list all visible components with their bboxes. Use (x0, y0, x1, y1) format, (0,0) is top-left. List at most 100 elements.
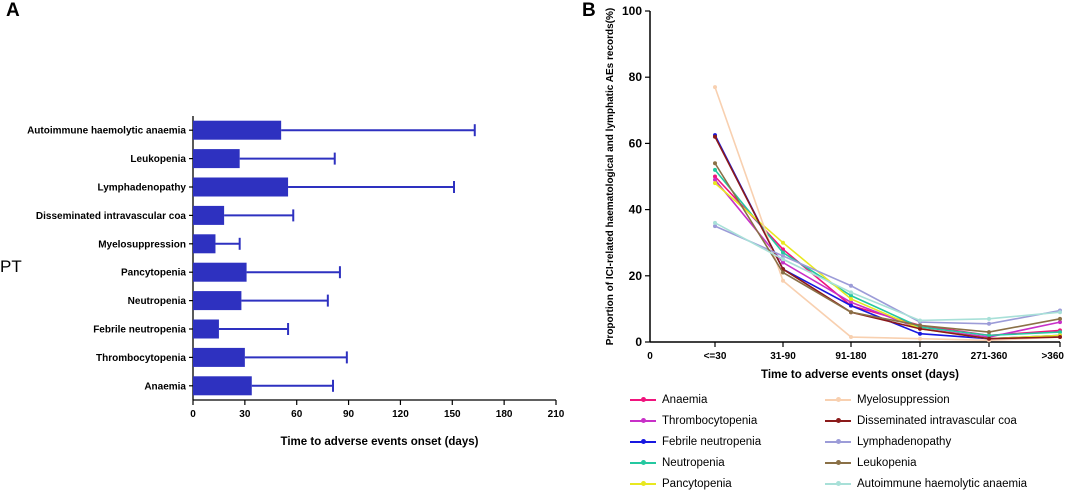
data-point (781, 253, 785, 258)
data-point (849, 300, 853, 305)
bar (193, 120, 282, 140)
legend-swatch (825, 460, 851, 465)
data-point (1058, 330, 1062, 335)
data-point (713, 134, 717, 139)
data-point (849, 283, 853, 288)
legend-label: Anaemia (662, 394, 708, 406)
category-label: Febrile neutropenia (93, 325, 186, 336)
category-label: Myelosuppression (98, 239, 186, 250)
x-tick-label: 210 (548, 409, 565, 420)
legend-label: Pancytopenia (662, 478, 732, 490)
x-tick-label: 271-360 (971, 351, 1008, 362)
legend-marker (641, 397, 646, 402)
y-tick-label: 100 (622, 4, 642, 18)
legend-item: Pancytopenia (630, 476, 732, 492)
legend-item: Myelosuppression (825, 392, 950, 408)
data-point (713, 220, 717, 225)
category-label: Pancytopenia (121, 268, 186, 279)
x-tick-label: <=30 (704, 351, 727, 362)
data-point (781, 278, 785, 283)
legend-swatch (825, 397, 851, 402)
line-chart: 0 20 40 60 80 100 0 <=30 31-90 91-180 181-270 271-3… (605, 4, 1064, 381)
category-label: Lymphadenopathy (97, 183, 186, 194)
data-point (849, 293, 853, 298)
legend-item: Autoimmune haemolytic anaemia (825, 476, 1027, 492)
y-tick-label: 20 (629, 269, 643, 283)
data-point (781, 240, 785, 245)
legend-swatch (825, 481, 851, 486)
bar (193, 319, 219, 339)
x-tick-label: 180 (496, 409, 513, 420)
legend-label: Neutropenia (662, 457, 725, 469)
data-point (849, 290, 853, 295)
data-point (1058, 316, 1062, 321)
legend-swatch (825, 418, 851, 423)
series-line (714, 86, 1061, 342)
panel-a-label: A (6, 0, 20, 21)
data-point (781, 257, 785, 262)
data-point (713, 224, 717, 229)
data-point (713, 177, 717, 182)
legend-marker (836, 397, 841, 402)
data-point (849, 303, 853, 308)
legend-swatch (825, 439, 851, 444)
x-tick-label: >360 (1041, 351, 1064, 362)
legend-marker (836, 460, 841, 465)
series-line (714, 169, 1061, 337)
bar (193, 376, 252, 396)
x-axis-title: Time to adverse events onset (days) (761, 369, 959, 381)
data-point (781, 270, 785, 275)
legend-label: Disseminated intravascular coa (857, 415, 1017, 427)
data-point (713, 85, 717, 90)
x-origin-label: 0 (647, 351, 653, 362)
data-point (1058, 310, 1062, 315)
legend-item: Anaemia (630, 392, 707, 408)
data-point (918, 323, 922, 328)
data-point (849, 335, 853, 340)
panel-b-label: B (582, 0, 596, 21)
x-tick-label: 31-90 (770, 351, 796, 362)
data-point (781, 250, 785, 255)
legend-marker (836, 481, 841, 486)
x-tick-label: 91-180 (835, 351, 867, 362)
data-point (781, 260, 785, 265)
legend-item: Disseminated intravascular coa (825, 413, 1017, 429)
legend-label: Febrile neutropenia (662, 436, 762, 448)
data-point (713, 161, 717, 166)
y-axis-title: Proportion of ICI-related haematological… (605, 8, 616, 345)
legend-marker (836, 418, 841, 423)
data-point (918, 331, 922, 336)
legend-item: Febrile neutropenia (630, 434, 761, 450)
category-label: Disseminated intravascular coa (36, 211, 187, 222)
legend-label: Lymphadenopathy (857, 436, 952, 448)
x-tick-label: 30 (239, 409, 251, 420)
legend-item: Lymphadenopathy (825, 434, 951, 450)
series-line (714, 222, 1061, 322)
data-point (987, 321, 991, 326)
legend-item: Leukopenia (825, 455, 916, 471)
x-axis-title: Time to adverse events onset (days) (281, 436, 479, 448)
legend: Anaemia Thrombocytopenia Febrile neutropen… (630, 392, 1060, 492)
legend-label: Autoimmune haemolytic anaemia (857, 478, 1028, 490)
legend-marker (641, 439, 646, 444)
bar (193, 149, 240, 169)
y-tick-label: 0 (635, 335, 642, 349)
data-point (849, 310, 853, 315)
legend-swatch (630, 481, 656, 486)
bar (193, 205, 225, 225)
category-label: Leukopenia (130, 154, 186, 165)
legend-marker (836, 439, 841, 444)
x-tick-label: 181-270 (902, 351, 939, 362)
category-label: Neutropenia (128, 296, 187, 307)
x-tick-label: 90 (343, 409, 355, 420)
y-tick-label: 60 (629, 136, 643, 150)
bar (193, 234, 216, 254)
data-point (987, 333, 991, 338)
data-point (849, 296, 853, 301)
series-line (714, 179, 1061, 338)
series-line (714, 136, 1061, 340)
data-point (713, 174, 717, 179)
legend-item: Thrombocytopenia (630, 413, 757, 429)
series-line (714, 182, 1061, 340)
data-point (713, 181, 717, 186)
